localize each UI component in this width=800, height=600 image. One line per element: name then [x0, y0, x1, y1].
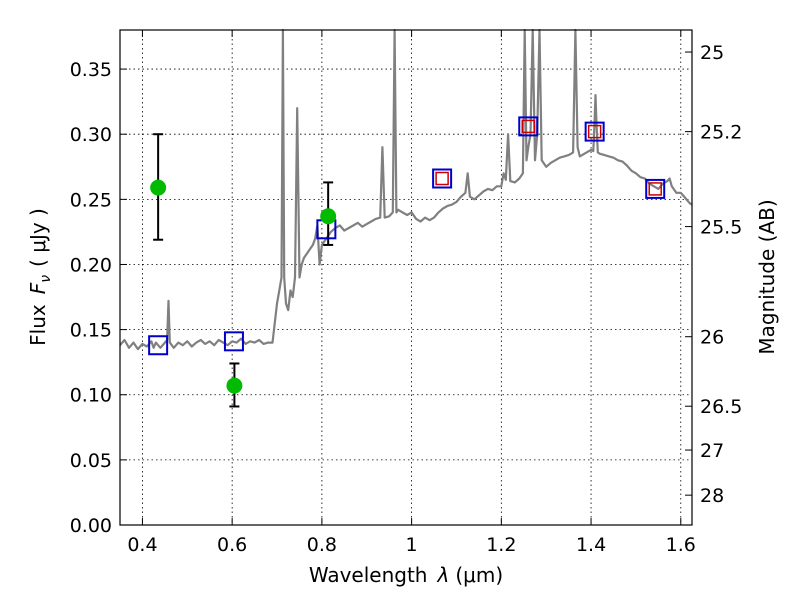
mag-tick-label: 25 [700, 42, 724, 64]
x-tick-label: 0.6 [217, 534, 247, 556]
model-box-inner [648, 182, 662, 196]
observed-point [226, 377, 243, 394]
mag-tick-label: 25.5 [700, 217, 742, 239]
mag-tick-label: 26 [700, 327, 724, 349]
mag-tick-label: 28 [700, 485, 724, 507]
y-tick-label: 0.05 [70, 450, 112, 472]
observed-point [150, 179, 167, 196]
model-photometry-boxes [148, 116, 666, 356]
model-box [645, 178, 666, 199]
observed-photometry-points [150, 179, 337, 394]
model-box [584, 121, 605, 142]
x-tick-label: 1.4 [576, 534, 606, 556]
y-tick-label: 0.15 [70, 320, 112, 342]
plot-frame [119, 29, 693, 526]
model-box-inner [587, 124, 602, 139]
mag-tick-label: 25.2 [700, 122, 742, 144]
y-tick-label: 0.25 [70, 189, 112, 211]
model-box [518, 116, 539, 137]
grid [120, 30, 692, 526]
x-tick-label: 1 [406, 534, 418, 556]
model-box [223, 331, 244, 352]
errorbars [153, 133, 334, 408]
model-box-inner [435, 171, 449, 186]
y2-axis-title: Magnitude (AB) [755, 199, 779, 354]
y-tick-label: 0.20 [70, 254, 112, 276]
y-tick-label: 0.30 [70, 124, 112, 146]
x-tick-label: 1.6 [666, 534, 696, 556]
model-box [432, 168, 453, 189]
observed-point [320, 208, 337, 225]
spectrum-series [119, 28, 693, 351]
model-box [148, 335, 169, 356]
x-tick-label: 0.4 [127, 534, 157, 556]
mag-tick-label: 27 [700, 440, 724, 462]
mag-tick-label: 26.5 [700, 396, 742, 418]
model-box-inner [521, 119, 536, 134]
x-tick-label: 0.8 [307, 534, 337, 556]
y-tick-label: 0.35 [70, 59, 112, 81]
y-tick-label: 0.10 [70, 385, 112, 407]
ticks: 0.4 0.6 0.8 1 1.2 1.4 1.6 0.00 0.05 0.10 0.15 0.20 0… [70, 30, 742, 556]
x-tick-label: 1.2 [486, 534, 516, 556]
y-tick-label: 0.00 [70, 515, 112, 537]
y-axis-title: FluxFν( μJy ) [26, 208, 54, 346]
model-spectrum-line [119, 28, 693, 351]
x-axis-title: Wavelength λ (μm) [309, 563, 503, 587]
